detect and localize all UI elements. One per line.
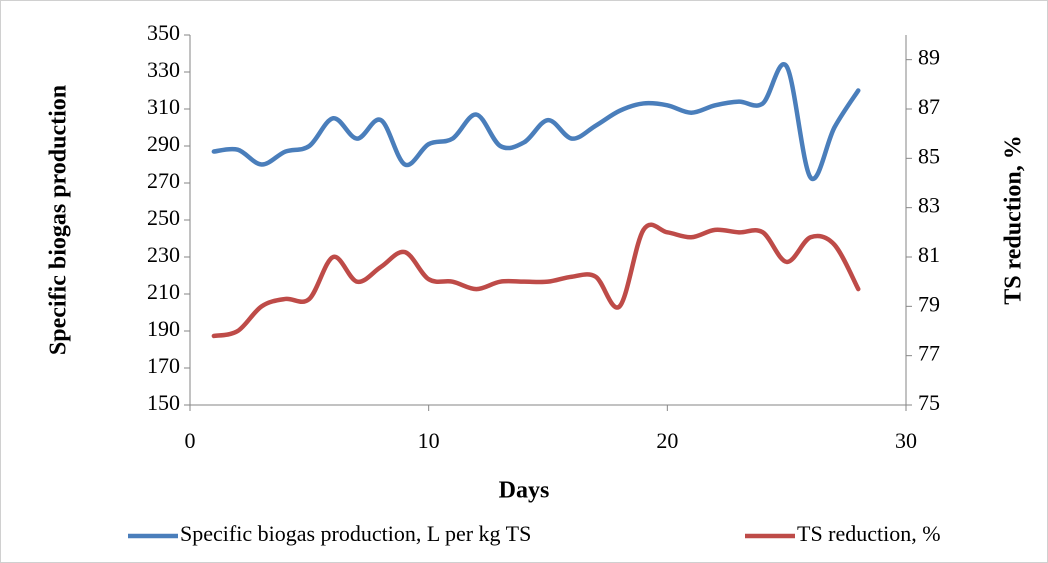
series-line [211, 62, 861, 182]
x-tick-label: 30 [895, 428, 917, 453]
y2-tick-label: 85 [918, 143, 940, 168]
y2-axis-title: TS reduction, % [1001, 135, 1027, 305]
y2-tick-label: 81 [918, 242, 940, 267]
y2-tick-label: 89 [918, 45, 940, 70]
y-tick-label: 170 [147, 353, 180, 378]
series-line [211, 222, 861, 339]
y-tick-label: 150 [147, 390, 180, 415]
y-axis-title: Specific biogas production [46, 85, 72, 355]
y2-tick-label: 87 [918, 94, 940, 119]
x-tick-label: 20 [656, 428, 678, 453]
x-tick-label: 10 [418, 428, 440, 453]
x-tick-label: 0 [185, 428, 196, 453]
y-tick-label: 330 [147, 57, 180, 82]
y2-tick-label: 77 [918, 341, 940, 366]
y-tick-label: 270 [147, 168, 180, 193]
y2-tick-label: 79 [918, 291, 940, 316]
y2-tick-label: 75 [918, 390, 940, 415]
y-tick-label: 310 [147, 94, 180, 119]
y2-tick-label: 83 [918, 193, 940, 218]
x-axis-title: Days [499, 478, 550, 504]
y-tick-label: 290 [147, 131, 180, 156]
y-tick-label: 190 [147, 316, 180, 341]
y-tick-label: 230 [147, 242, 180, 267]
legend-label: Specific biogas production, L per kg TS [180, 521, 531, 546]
y-tick-label: 210 [147, 279, 180, 304]
y-tick-label: 350 [147, 20, 180, 45]
legend-label: TS reduction, % [797, 521, 941, 546]
y-tick-label: 250 [147, 205, 180, 230]
